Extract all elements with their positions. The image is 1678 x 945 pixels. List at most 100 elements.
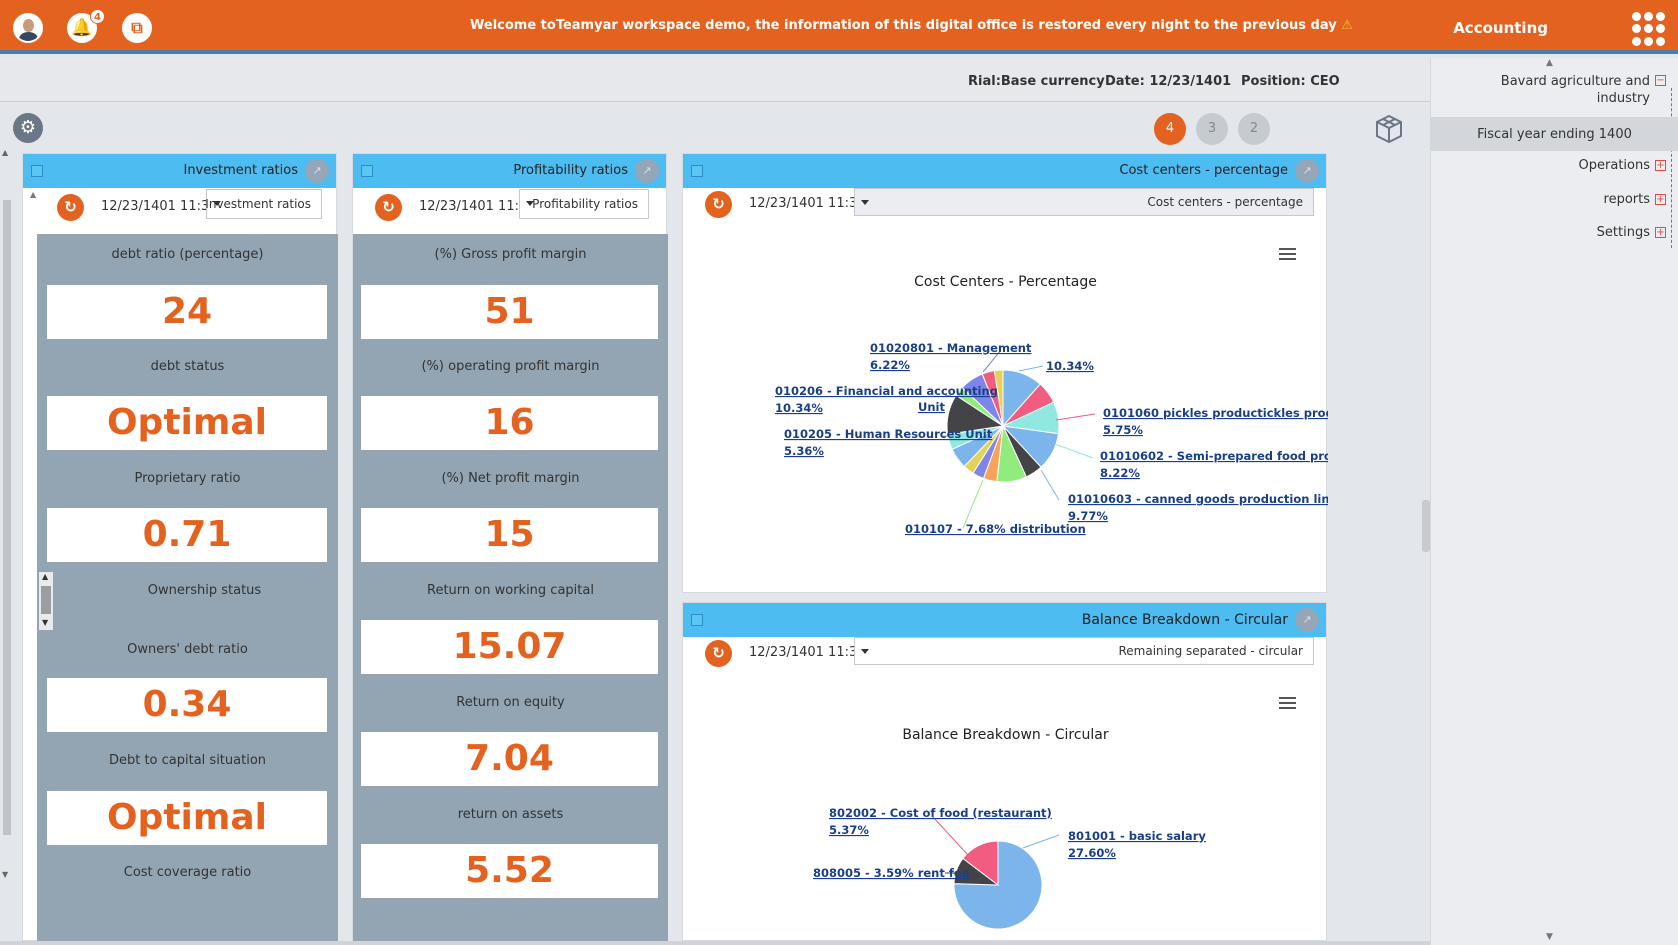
- refresh-icon[interactable]: ↻: [375, 194, 402, 221]
- metric-label: (%) Net profit margin: [441, 471, 580, 486]
- sidebar-item-operations[interactable]: Operations: [1578, 158, 1650, 173]
- expand-icon[interactable]: +: [1655, 194, 1666, 205]
- scrollbar-thumb[interactable]: [3, 200, 11, 835]
- timestamp: 12/23/1401 11:30: [749, 196, 866, 211]
- report-select[interactable]: Cost centers - percentage: [854, 188, 1314, 216]
- pie-slice[interactable]: [953, 840, 1043, 930]
- metric-scrollbar[interactable]: ▲ ▼: [39, 572, 53, 630]
- panel-controls: ↻ 12/23/1401 11:30 Investment ratios: [23, 188, 336, 226]
- pie-data-label[interactable]: 01020801 - Management: [870, 341, 1032, 355]
- panel-title: Balance Breakdown - Circular: [1081, 612, 1288, 628]
- right-sidebar: ▲ Bavard agriculture and industry − Fisc…: [1430, 58, 1678, 945]
- report-select[interactable]: Investment ratios: [205, 189, 322, 219]
- refresh-icon[interactable]: ↻: [57, 194, 84, 221]
- pie-data-label[interactable]: 802002 - Cost of food (restaurant): [829, 806, 1052, 820]
- metric-value: 51: [361, 285, 658, 339]
- pie-data-label[interactable]: 801001 - basic salary: [1068, 829, 1206, 843]
- pie-data-label[interactable]: 0101060 pickles productickles producti: [1103, 406, 1328, 420]
- chevron-down-icon: [861, 649, 869, 654]
- scroll-up-icon[interactable]: ▲: [2, 148, 9, 157]
- metric-value: 0.34: [47, 678, 327, 732]
- panel-header: Profitability ratios ↗: [353, 154, 666, 188]
- scrollbar-thumb[interactable]: [41, 586, 51, 614]
- metric-label: (%) Gross profit margin: [434, 247, 587, 262]
- pie-data-label[interactable]: 9.77%: [1068, 509, 1108, 523]
- refresh-icon[interactable]: ↻: [705, 640, 732, 667]
- pie-data-label[interactable]: 010107 - 7.68% distribution: [905, 522, 1086, 536]
- panel-controls: ↻ 12/23/1401 11:30 Remaining separated -…: [683, 637, 1326, 675]
- panel-checkbox[interactable]: [691, 614, 703, 626]
- scroll-down-icon[interactable]: ▼: [1546, 932, 1553, 942]
- chart-icon[interactable]: ↗: [305, 159, 329, 183]
- pie-data-label[interactable]: 27.60%: [1068, 846, 1116, 860]
- page-button-2[interactable]: 2: [1238, 113, 1270, 145]
- pie-slice[interactable]: [962, 840, 999, 887]
- top-bar: 🔔 4 ⧉ Welcome toTeamyar workspace demo, …: [0, 0, 1678, 54]
- panel-scroll-up-icon[interactable]: ▲: [30, 190, 37, 199]
- cube-icon[interactable]: [1373, 113, 1405, 145]
- pie-connector: [1054, 443, 1094, 459]
- page-button-4[interactable]: 4: [1154, 113, 1186, 145]
- app-name[interactable]: Accounting: [1453, 19, 1548, 37]
- pie-data-label[interactable]: 01010603 - canned goods production line: [1068, 492, 1328, 506]
- chart-icon[interactable]: ↗: [1295, 608, 1319, 632]
- page-scrollbar[interactable]: ▲ ▼: [0, 148, 12, 945]
- metrics-list: debt ratio (percentage) 24 debt status O…: [37, 234, 338, 942]
- chart-icon[interactable]: ↗: [1295, 159, 1319, 183]
- report-select[interactable]: Profitability ratios: [519, 189, 649, 219]
- metric-label: Cost coverage ratio: [123, 865, 252, 880]
- scroll-down-icon[interactable]: ▼: [2, 870, 9, 879]
- pie-data-label[interactable]: 10.34%: [775, 401, 823, 415]
- windows-icon[interactable]: ⧉: [122, 13, 152, 43]
- expand-icon[interactable]: +: [1655, 160, 1666, 171]
- metric-label: Owners' debt ratio: [127, 642, 248, 657]
- company-name[interactable]: Bavard agriculture and industry: [1500, 74, 1650, 106]
- panel-header: Cost centers - percentage ↗: [683, 154, 1326, 188]
- pie-data-label[interactable]: 10.34%: [1046, 359, 1094, 373]
- panel-title: Investment ratios: [183, 163, 298, 178]
- metric-label: (%) operating profit margin: [421, 359, 600, 374]
- report-select[interactable]: Remaining separated - circular: [854, 637, 1314, 665]
- collapse-icon[interactable]: −: [1655, 75, 1666, 86]
- pie-data-label[interactable]: 6.22%: [870, 358, 910, 372]
- apps-grid-icon[interactable]: [1632, 12, 1666, 46]
- panel-checkbox[interactable]: [691, 165, 703, 177]
- tree-line: [1671, 88, 1672, 248]
- pie-data-label[interactable]: 5.36%: [784, 444, 824, 458]
- chart-menu-icon[interactable]: [1279, 697, 1296, 710]
- pie-data-label[interactable]: 808005 - 3.59% rent fee: [813, 866, 970, 880]
- scroll-up-icon[interactable]: ▲: [42, 572, 49, 581]
- scroll-down-icon[interactable]: ▼: [42, 618, 49, 627]
- metric-label: return on assets: [457, 807, 564, 822]
- select-value: Cost centers - percentage: [1147, 195, 1303, 209]
- sidebar-item-reports[interactable]: reports: [1603, 192, 1650, 207]
- chart-menu-icon[interactable]: [1279, 248, 1296, 261]
- gear-icon[interactable]: ⚙: [13, 113, 43, 143]
- scroll-up-icon[interactable]: ▲: [1546, 58, 1553, 68]
- metric-value: 24: [47, 285, 327, 339]
- panel-checkbox[interactable]: [31, 165, 43, 177]
- expand-icon[interactable]: +: [1655, 227, 1666, 238]
- panel-controls: ↻ 12/23/1401 11:30 Cost centers - percen…: [683, 188, 1326, 226]
- pie-data-label[interactable]: 010205 - Human Resources Unit: [784, 427, 993, 441]
- pie-data-label[interactable]: 01010602 - Semi-prepared food product: [1100, 449, 1328, 463]
- page-button-3[interactable]: 3: [1196, 113, 1228, 145]
- panel-controls: ↻ 12/23/1401 11:30 Profitability ratios: [353, 188, 666, 226]
- pie-slice[interactable]: [993, 369, 1004, 427]
- chart-icon[interactable]: ↗: [635, 159, 659, 183]
- pie-connector: [1040, 469, 1060, 501]
- metric-label: Debt to capital situation: [108, 753, 267, 768]
- pie-data-label[interactable]: 010206 - Financial and accounting: [775, 384, 998, 398]
- panel-header: Investment ratios ↗: [23, 154, 336, 188]
- pie-data-label[interactable]: 5.75%: [1103, 423, 1143, 437]
- user-avatar[interactable]: [13, 13, 43, 43]
- panel-scrollbar-thumb[interactable]: [1422, 500, 1430, 552]
- fiscal-year-item[interactable]: Fiscal year ending 1400: [1431, 117, 1678, 151]
- panel-checkbox[interactable]: [361, 165, 373, 177]
- sidebar-item-settings[interactable]: Settings: [1596, 225, 1650, 240]
- pie-data-label[interactable]: 8.22%: [1100, 466, 1140, 480]
- investment-ratios-panel: Investment ratios ↗ ↻ 12/23/1401 11:30 I…: [22, 153, 338, 942]
- pie-data-label[interactable]: 5.37%: [829, 823, 869, 837]
- refresh-icon[interactable]: ↻: [705, 191, 732, 218]
- pie-data-label[interactable]: Unit: [918, 400, 945, 414]
